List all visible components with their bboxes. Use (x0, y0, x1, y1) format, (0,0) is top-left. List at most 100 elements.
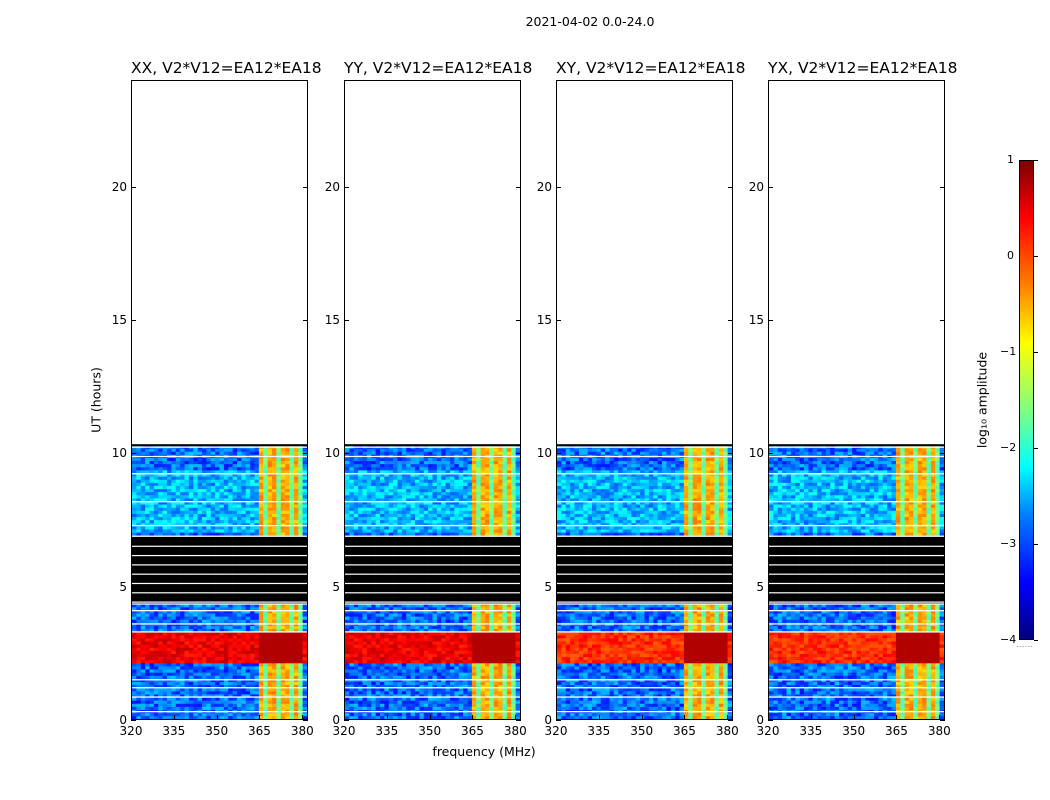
heatmap-cell (171, 510, 177, 514)
heatmap-cell (180, 485, 185, 490)
heatmap-cell (263, 494, 268, 499)
heatmap-cell (193, 460, 198, 465)
heatmap-cell (289, 641, 295, 645)
heatmap-cell (267, 715, 273, 719)
heatmap-cell (215, 463, 220, 468)
heatmap-cell (237, 628, 242, 633)
heatmap-cell (289, 631, 295, 636)
heatmap-cell (285, 529, 290, 533)
heatmap-cell (480, 715, 486, 719)
heatmap-cell (167, 532, 172, 536)
heatmap-cell (293, 485, 299, 490)
heatmap-cell (293, 669, 299, 673)
heatmap-cell (454, 625, 460, 630)
heatmap-cell (263, 460, 268, 465)
heatmap-cell (476, 638, 481, 642)
heatmap-cell (254, 532, 260, 536)
heatmap-cell (215, 697, 220, 701)
heatmap-cell (272, 659, 277, 664)
heatmap-cell (158, 653, 163, 658)
heatmap-cell (158, 473, 163, 477)
heatmap-cell (272, 457, 277, 462)
heatmap-cell (362, 691, 368, 695)
heatmap-cell (362, 700, 368, 704)
heatmap-cell (384, 694, 390, 698)
heatmap-cell (171, 513, 177, 518)
heatmap-cell (145, 650, 150, 654)
heatmap-cell (188, 522, 194, 527)
heatmap-cell (193, 560, 198, 564)
heatmap-cell (153, 641, 159, 645)
heatmap-cell (285, 619, 290, 623)
heatmap-cell (250, 569, 255, 574)
heatmap-cell (197, 569, 203, 574)
heatmap-cell (167, 479, 172, 483)
heatmap-cell (366, 613, 372, 617)
heatmap-cell (397, 691, 403, 695)
heatmap-cell (258, 566, 264, 570)
heatmap-cell (380, 631, 385, 636)
heatmap-cell (258, 560, 264, 564)
heatmap-cell (436, 669, 442, 673)
heatmap-cell (145, 457, 150, 462)
heatmap-cell (375, 697, 381, 701)
heatmap-cell (289, 578, 295, 583)
heatmap-cell (228, 625, 233, 630)
heatmap-cell (250, 470, 255, 474)
heatmap-cell (241, 634, 247, 639)
heatmap-cell (171, 588, 177, 592)
heatmap-cell (272, 585, 277, 589)
heatmap-cell (293, 694, 299, 698)
heatmap-cell (371, 694, 376, 698)
heatmap-cell (511, 700, 516, 704)
heatmap-cell (267, 644, 273, 648)
heatmap-cell (263, 513, 268, 518)
heatmap-cell (358, 672, 363, 676)
heatmap-cell (136, 616, 142, 620)
heatmap-cell (210, 697, 216, 701)
heatmap-cell (136, 610, 142, 614)
heatmap-cell (267, 498, 273, 502)
heatmap-cell (206, 448, 212, 452)
heatmap-cell (237, 625, 242, 630)
heatmap-cell (202, 488, 207, 493)
heatmap-cell (145, 634, 150, 639)
heatmap-cell (267, 610, 273, 614)
heatmap-cell (406, 684, 411, 689)
heatmap-cell (140, 451, 146, 455)
heatmap-cell (445, 644, 451, 648)
heatmap-cell (302, 659, 307, 664)
heatmap-cell (289, 625, 295, 630)
heatmap-cell (254, 566, 260, 570)
heatmap-cell (132, 706, 137, 710)
heatmap-cell (276, 547, 282, 552)
heatmap-cell (276, 631, 282, 636)
heatmap-cell (298, 659, 303, 664)
heatmap-cell (498, 659, 503, 664)
heatmap-cell (158, 628, 163, 633)
heatmap-cell (289, 616, 295, 620)
heatmap-cell (349, 715, 355, 719)
heatmap-cell (250, 488, 255, 493)
heatmap-cell (250, 684, 255, 689)
heatmap-cell (289, 466, 295, 471)
heatmap-cell (476, 666, 481, 670)
heatmap-cell (140, 634, 146, 639)
heatmap-cell (162, 644, 168, 648)
heatmap-cell (228, 516, 233, 521)
heatmap-cell (258, 529, 264, 533)
heatmap-cell (276, 526, 282, 530)
heatmap-cell (436, 700, 442, 704)
heatmap-cell (366, 638, 372, 642)
heatmap-cell (458, 694, 464, 698)
heatmap-cell (241, 585, 247, 589)
heatmap-cell (511, 610, 516, 614)
heatmap-cell (298, 647, 303, 651)
heatmap-cell (206, 476, 212, 480)
heatmap-cell (388, 700, 394, 704)
heatmap-cell (158, 631, 163, 636)
heatmap-cell (175, 603, 181, 608)
heatmap-cell (436, 666, 442, 670)
heatmap-cell (158, 634, 163, 639)
heatmap-cell (232, 603, 238, 608)
